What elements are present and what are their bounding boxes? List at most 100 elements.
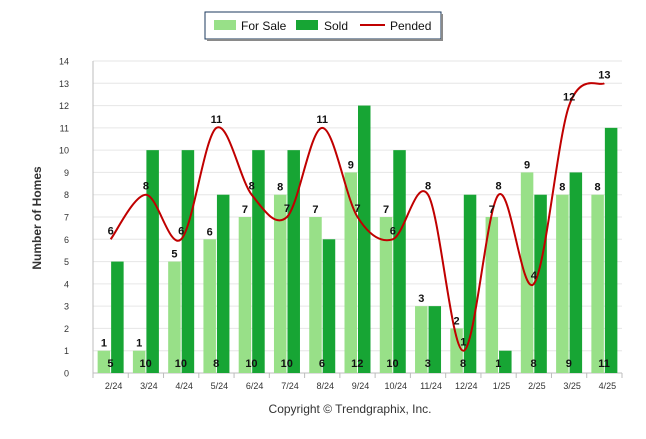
copyright-footer: Copyright © Trendgraphix, Inc. [269, 402, 432, 416]
bar-for-sale [379, 217, 393, 373]
legend: For Sale Sold Pended [204, 11, 443, 41]
y-tick-label: 6 [64, 235, 69, 245]
data-label-sold: 10 [281, 358, 293, 370]
legend-label-for-sale: For Sale [241, 19, 287, 33]
bar-for-sale [238, 217, 252, 373]
data-label-pended: 6 [108, 225, 114, 237]
data-label-pended: 6 [178, 225, 184, 237]
legend-swatch-for-sale [214, 20, 236, 30]
y-tick-label: 8 [64, 190, 69, 200]
data-label-sold: 3 [425, 358, 431, 370]
x-tick-label: 10/24 [385, 381, 408, 391]
data-label-for-sale: 7 [383, 204, 389, 216]
data-label-pended: 4 [531, 270, 538, 282]
data-label-sold: 10 [175, 358, 187, 370]
y-tick-label: 2 [64, 324, 69, 334]
legend-shadow-bottom [207, 39, 443, 41]
data-label-pended: 1 [460, 337, 466, 349]
bar-for-sale [309, 217, 322, 373]
bar-sold [463, 194, 477, 373]
data-label-pended: 8 [425, 181, 431, 193]
pended-line-layer [109, 82, 605, 352]
x-tick-label: 3/25 [563, 381, 581, 391]
data-label-sold: 8 [213, 358, 219, 370]
data-label-pended: 13 [598, 69, 610, 81]
bar-sold [322, 239, 336, 373]
data-label-for-sale: 7 [242, 204, 248, 216]
data-label-for-sale: 1 [101, 338, 107, 350]
data-label-for-sale: 8 [595, 182, 601, 194]
data-label-pended: 11 [316, 114, 328, 126]
data-label-for-sale: 6 [207, 226, 213, 238]
x-tick-label: 2/25 [528, 381, 546, 391]
data-label-sold: 9 [566, 358, 572, 370]
data-label-sold: 12 [351, 358, 363, 370]
bar-sold [499, 350, 512, 373]
data-label-sold: 5 [107, 358, 113, 370]
data-label-pended: 7 [354, 203, 360, 215]
x-tick-label: 12/24 [455, 381, 478, 391]
bar-sold [358, 105, 371, 374]
data-label-sold: 1 [495, 358, 501, 370]
data-label-sold: 6 [319, 358, 325, 370]
x-tick-label: 4/25 [599, 381, 617, 391]
bar-sold [534, 194, 547, 373]
y-tick-label: 10 [59, 146, 69, 156]
bar-sold [393, 150, 406, 373]
data-label-for-sale: 7 [312, 204, 318, 216]
y-tick-label: 4 [64, 279, 69, 289]
data-label-for-sale: 9 [524, 159, 530, 171]
data-label-for-sale: 2 [453, 315, 459, 327]
bar-for-sale [415, 306, 428, 373]
data-label-for-sale: 3 [418, 293, 424, 305]
bar-sold [287, 150, 300, 373]
x-tick-label: 8/24 [316, 381, 334, 391]
pended-line [109, 82, 605, 352]
bar-sold [428, 306, 442, 373]
x-tick-label: 7/24 [281, 381, 299, 391]
data-label-for-sale: 7 [489, 204, 495, 216]
y-tick-label: 12 [59, 101, 69, 111]
bar-for-sale [273, 194, 287, 373]
y-tick-label: 1 [64, 346, 69, 356]
data-label-sold: 10 [140, 358, 152, 370]
bar-for-sale [97, 350, 111, 373]
legend-shadow-right [441, 14, 443, 41]
data-label-for-sale: 9 [348, 159, 354, 171]
y-tick-label: 5 [64, 257, 69, 267]
data-label-for-sale: 8 [277, 182, 283, 194]
data-label-sold: 10 [245, 358, 257, 370]
bar-for-sale [132, 350, 146, 373]
data-label-pended: 8 [249, 181, 255, 193]
y-tick-label: 9 [64, 168, 69, 178]
bar-for-sale [203, 239, 216, 373]
y-tick-label: 14 [59, 57, 69, 67]
x-tick-label: 3/24 [140, 381, 158, 391]
bar-for-sale [485, 217, 499, 373]
data-label-sold: 11 [598, 358, 610, 370]
y-tick-label: 3 [64, 302, 69, 312]
y-tick-label: 0 [64, 369, 69, 379]
x-tick-label: 2/24 [105, 381, 123, 391]
data-labels: 1511051068710810769127103328719889811686… [101, 69, 611, 370]
data-label-sold: 8 [531, 358, 537, 370]
y-tick-label: 13 [59, 79, 69, 89]
bar-sold [181, 150, 195, 373]
bar-sold [604, 127, 618, 373]
data-label-sold: 10 [386, 358, 398, 370]
data-label-pended: 7 [284, 203, 290, 215]
data-label-for-sale: 5 [171, 249, 177, 261]
x-tick-label: 5/24 [211, 381, 229, 391]
bar-sold [216, 194, 230, 373]
y-axis-title: Number of Homes [30, 166, 44, 270]
x-tick-label: 11/24 [420, 381, 442, 391]
data-label-sold: 8 [460, 358, 466, 370]
gridlines [93, 60, 622, 374]
bar-for-sale [556, 194, 569, 373]
legend-label-sold: Sold [324, 19, 348, 33]
y-tick-label: 11 [60, 123, 69, 133]
data-label-pended: 11 [211, 114, 223, 126]
